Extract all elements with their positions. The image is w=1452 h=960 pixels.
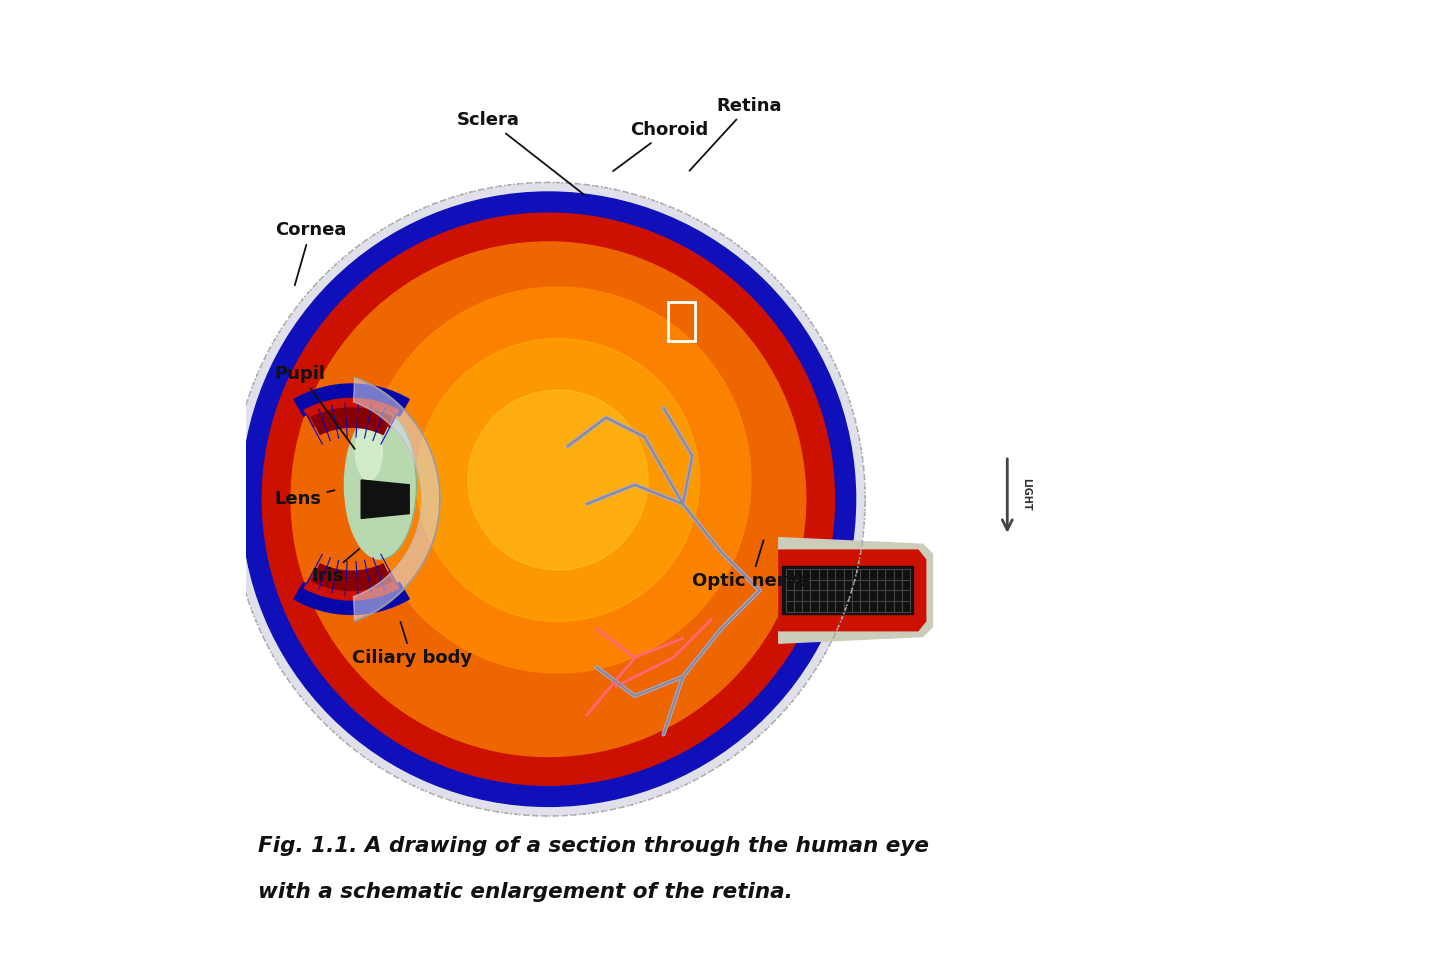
- Circle shape: [1406, 382, 1424, 401]
- Circle shape: [1398, 368, 1417, 387]
- Circle shape: [232, 182, 865, 816]
- Circle shape: [1379, 340, 1398, 359]
- Circle shape: [1423, 495, 1443, 515]
- Circle shape: [1433, 410, 1451, 427]
- Circle shape: [1411, 397, 1432, 417]
- Text: Optic nerve: Optic nerve: [693, 540, 810, 589]
- Circle shape: [1381, 625, 1398, 642]
- Text: Cornea: Cornea: [274, 222, 346, 285]
- Circle shape: [1422, 512, 1440, 531]
- Wedge shape: [1365, 337, 1427, 623]
- Circle shape: [1390, 549, 1414, 574]
- Text: Iris: Iris: [311, 549, 359, 585]
- Text: Fig. 1.1. A drawing of a section through the human eye: Fig. 1.1. A drawing of a section through…: [257, 836, 928, 856]
- Circle shape: [1390, 588, 1408, 607]
- Text: Retina: Retina: [690, 97, 781, 171]
- Circle shape: [1424, 479, 1443, 498]
- Circle shape: [1411, 543, 1432, 563]
- Ellipse shape: [356, 422, 382, 480]
- Circle shape: [1406, 559, 1424, 578]
- Text: Lens: Lens: [274, 491, 334, 508]
- Circle shape: [1392, 612, 1410, 629]
- Text: Sclera: Sclera: [457, 111, 585, 195]
- Circle shape: [1422, 429, 1440, 448]
- Circle shape: [1440, 444, 1452, 462]
- Polygon shape: [781, 566, 913, 614]
- Ellipse shape: [344, 411, 417, 559]
- Wedge shape: [1358, 341, 1422, 619]
- Circle shape: [1423, 445, 1443, 465]
- Circle shape: [1424, 462, 1443, 481]
- Circle shape: [1413, 582, 1430, 599]
- Circle shape: [1417, 413, 1436, 432]
- Bar: [668, 302, 696, 341]
- Circle shape: [468, 390, 648, 570]
- Circle shape: [1355, 600, 1381, 625]
- Circle shape: [241, 192, 855, 806]
- Circle shape: [1365, 347, 1390, 372]
- Circle shape: [1404, 429, 1429, 454]
- Circle shape: [1406, 491, 1432, 516]
- Circle shape: [1407, 460, 1433, 485]
- Circle shape: [1369, 327, 1388, 347]
- Circle shape: [1392, 331, 1410, 348]
- Wedge shape: [293, 384, 409, 416]
- Wedge shape: [305, 398, 399, 427]
- Circle shape: [263, 213, 835, 785]
- Circle shape: [1417, 528, 1436, 547]
- Circle shape: [1422, 376, 1439, 394]
- Circle shape: [1437, 427, 1452, 444]
- Circle shape: [1390, 353, 1408, 372]
- Circle shape: [1442, 480, 1452, 497]
- Circle shape: [1395, 399, 1420, 424]
- Circle shape: [1422, 566, 1439, 584]
- Wedge shape: [312, 564, 392, 590]
- Circle shape: [1433, 533, 1451, 550]
- Wedge shape: [1330, 161, 1452, 799]
- Circle shape: [417, 339, 700, 621]
- Circle shape: [1429, 393, 1445, 410]
- Circle shape: [1437, 516, 1452, 533]
- Circle shape: [1404, 597, 1422, 614]
- Circle shape: [1398, 573, 1417, 592]
- Text: LIGHT: LIGHT: [1021, 478, 1031, 511]
- Circle shape: [1404, 346, 1422, 363]
- Circle shape: [1429, 550, 1445, 567]
- Text: with a schematic enlargement of the retina.: with a schematic enlargement of the reti…: [257, 882, 793, 902]
- Circle shape: [1381, 318, 1398, 335]
- Polygon shape: [362, 480, 409, 518]
- Text: Choroid: Choroid: [613, 121, 709, 171]
- Circle shape: [1382, 372, 1407, 396]
- Circle shape: [290, 242, 806, 756]
- Circle shape: [1375, 576, 1400, 601]
- Circle shape: [1369, 613, 1388, 633]
- Wedge shape: [305, 571, 399, 600]
- Wedge shape: [1330, 348, 1413, 612]
- Circle shape: [1400, 520, 1426, 545]
- Wedge shape: [293, 583, 409, 614]
- Wedge shape: [312, 408, 392, 435]
- Text: Pupil: Pupil: [274, 366, 354, 449]
- Text: Ciliary body: Ciliary body: [351, 622, 472, 666]
- Polygon shape: [778, 538, 932, 643]
- Circle shape: [1440, 498, 1452, 516]
- Circle shape: [364, 287, 751, 673]
- Circle shape: [1379, 601, 1398, 620]
- Polygon shape: [353, 377, 440, 621]
- Polygon shape: [778, 550, 926, 631]
- Circle shape: [1413, 361, 1430, 378]
- Circle shape: [1442, 463, 1452, 480]
